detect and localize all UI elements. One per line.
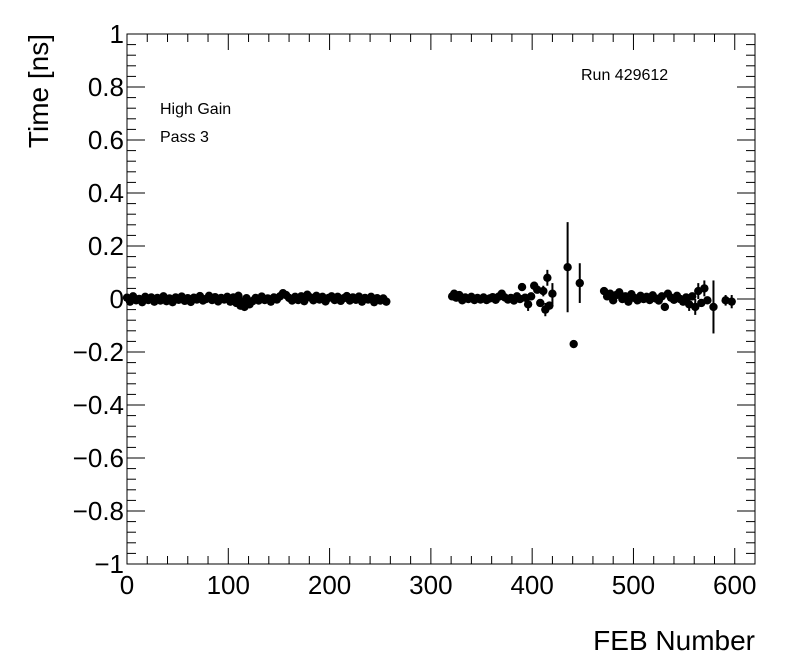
y-tick-label: 1 <box>110 19 124 49</box>
data-point <box>691 302 700 312</box>
data-point <box>703 296 712 305</box>
data-point <box>548 289 557 298</box>
x-tick-label: 500 <box>612 570 655 600</box>
annotation-run: Run 429612 <box>581 67 668 84</box>
data-point <box>688 292 697 301</box>
x-tick-label: 100 <box>207 570 250 600</box>
annotation-high-gain: High Gain <box>160 101 231 118</box>
data-point <box>526 292 536 301</box>
data-points <box>122 222 736 349</box>
axis-ticks <box>126 33 756 565</box>
y-tick-label: 0 <box>110 284 124 314</box>
y-axis-title: Time [ns] <box>23 34 54 148</box>
data-point <box>624 297 633 306</box>
data-point <box>727 297 736 306</box>
y-tick-label: 0.8 <box>88 72 124 102</box>
x-axis-title: FEB Number <box>593 625 755 656</box>
data-point <box>536 298 545 308</box>
annotation-pass: Pass 3 <box>160 129 209 146</box>
data-point <box>615 288 624 297</box>
data-point <box>300 296 309 306</box>
data-point <box>569 339 578 349</box>
data-point <box>543 273 552 282</box>
data-point <box>575 278 584 288</box>
y-tick-label: −0.4 <box>73 390 124 420</box>
x-tick-label: 600 <box>713 570 756 600</box>
data-point <box>539 286 548 296</box>
x-tick-label: 400 <box>510 570 553 600</box>
y-tick-label: −0.2 <box>73 337 124 367</box>
y-tick-label: 0.4 <box>88 178 124 208</box>
data-point <box>517 282 527 292</box>
y-tick-label: −0.8 <box>73 496 124 526</box>
data-point <box>234 291 243 301</box>
data-point <box>700 284 709 293</box>
y-tick-label: 0.2 <box>88 231 124 261</box>
data-point <box>709 302 718 312</box>
x-tick-label: 300 <box>409 570 452 600</box>
data-point <box>660 302 670 312</box>
axis-tick-labels: 0 100 200 300 400 500 600 −1 −0.8 −0.6 −0.4 −0.2 0 0.… <box>73 19 757 600</box>
data-point <box>382 297 391 306</box>
y-tick-label: −0.6 <box>73 443 124 473</box>
data-point <box>563 263 572 272</box>
x-tick-label: 0 <box>120 570 134 600</box>
data-point <box>523 300 533 309</box>
y-tick-label: −1 <box>94 549 124 579</box>
x-tick-label: 200 <box>308 570 351 600</box>
y-tick-label: 0.6 <box>88 125 124 155</box>
